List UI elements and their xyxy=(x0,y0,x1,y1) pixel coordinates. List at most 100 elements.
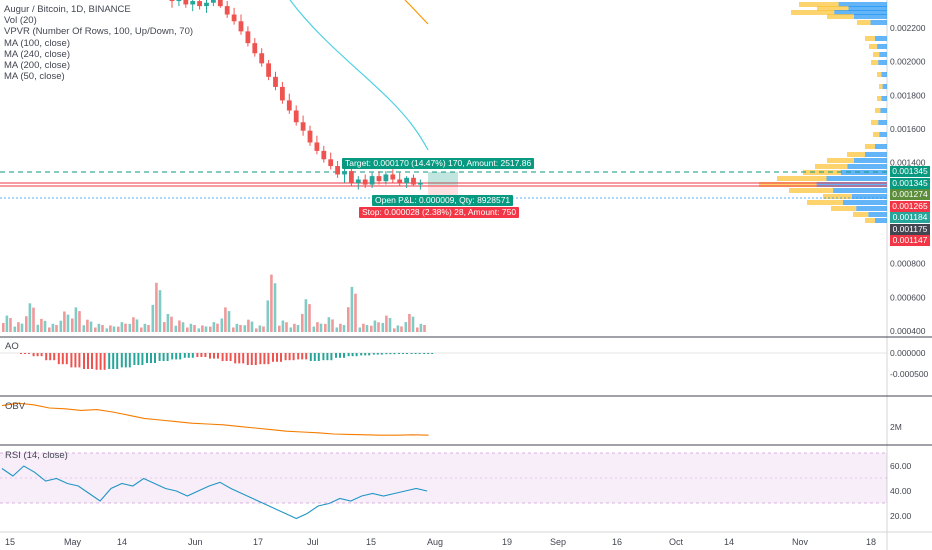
vpvr-row-down xyxy=(823,194,852,199)
ma-line-orange xyxy=(404,0,429,25)
ao-bar xyxy=(376,353,379,355)
ao-label[interactable]: AO xyxy=(5,341,19,352)
ao-bar xyxy=(276,353,278,362)
candle-body xyxy=(224,6,230,15)
candle-body xyxy=(273,76,278,87)
vpvr-row-up xyxy=(851,194,887,199)
ao-bar xyxy=(335,353,337,358)
ao-bar xyxy=(280,353,282,362)
vpvr-row-down xyxy=(791,10,835,15)
volume-bar xyxy=(120,322,124,332)
ao-bar xyxy=(196,353,199,357)
ao-bar xyxy=(385,353,388,355)
vpvr-row-down xyxy=(873,52,880,57)
price-tick: 0.000800 xyxy=(890,259,926,269)
volume-bar xyxy=(36,324,40,332)
volume-bar xyxy=(174,325,178,332)
volume-bar xyxy=(362,323,365,332)
time-tick: Nov xyxy=(792,537,809,547)
obv-label[interactable]: OBV xyxy=(5,401,26,412)
vpvr-row-up xyxy=(868,212,887,217)
candle-body xyxy=(190,1,196,5)
volume-bar xyxy=(71,318,74,332)
price-badge-1: 0.001345 xyxy=(890,166,930,177)
ao-bar xyxy=(57,353,60,365)
ao-bar xyxy=(229,353,232,361)
volume-bar xyxy=(296,325,300,332)
volume-bar xyxy=(239,325,242,332)
volume-bar xyxy=(163,322,166,332)
ao-bar xyxy=(209,353,211,359)
volume-bar xyxy=(143,323,147,332)
vpvr-row-down xyxy=(817,6,849,11)
volume-bar xyxy=(220,318,224,332)
volume-bar xyxy=(304,299,308,332)
candle-body xyxy=(169,0,175,2)
vpvr-row-up xyxy=(865,152,887,157)
candle-body xyxy=(176,0,182,2)
volume-bar xyxy=(232,327,235,332)
rsi-label[interactable]: RSI (14, close) xyxy=(5,450,68,461)
volume-bar xyxy=(97,323,101,332)
indicator-ma240[interactable]: MA (240, close) xyxy=(4,48,70,60)
indicator-ma200[interactable]: MA (200, close) xyxy=(4,60,70,72)
price-badge-7: 0.001147 xyxy=(890,235,930,246)
volume-bar xyxy=(112,326,116,332)
candle-body xyxy=(245,31,251,44)
vpvr-row-up xyxy=(874,144,887,149)
volume-bar xyxy=(151,304,155,332)
time-axis[interactable]: 15 May 14 Jun 17 Jul 15 Aug 19 Sep 16 Oct 14 Nov 18 xyxy=(5,537,876,547)
ao-bar xyxy=(292,353,295,361)
volume-bar xyxy=(335,327,339,332)
stop-label[interactable]: Stop: 0.000028 (2.38%) 28, Amount: 750 xyxy=(359,207,520,218)
symbol-title[interactable]: Augur / Bitcoin, 1D, BINANCE xyxy=(4,4,131,15)
open-pl-label[interactable]: Open P&L: 0.000009, Qty: 8928571 xyxy=(372,195,514,206)
ao-bar xyxy=(108,353,111,369)
ao-bar xyxy=(246,353,249,365)
volume-bar xyxy=(365,325,369,332)
candle-body xyxy=(355,179,361,183)
volume-bar xyxy=(66,314,70,332)
volume-bar xyxy=(324,323,327,332)
indicator-vpvr[interactable]: VPVR (Number Of Rows, 100, Up/Down, 70) xyxy=(4,26,194,38)
price-badge-5: 0.001184 xyxy=(890,212,930,223)
volume-bar xyxy=(155,282,158,332)
vpvr-row-up xyxy=(877,44,887,49)
indicator-ma50[interactable]: MA (50, close) xyxy=(4,71,65,83)
time-tick: Jun xyxy=(188,537,203,547)
ao-bar xyxy=(267,353,270,365)
volume-bar xyxy=(358,327,362,332)
candle-body xyxy=(252,43,258,54)
ao-bar xyxy=(398,353,400,354)
volume-bar xyxy=(74,307,78,332)
indicator-vol[interactable]: Vol (20) xyxy=(4,15,37,27)
candle-body xyxy=(211,0,216,3)
ao-bar xyxy=(427,353,430,354)
price-badge-4: 0.001265 xyxy=(890,201,930,212)
volume-bar xyxy=(201,325,204,332)
candle-body xyxy=(349,171,354,183)
ao-bar xyxy=(238,353,241,364)
indicator-ma100[interactable]: MA (100, close) xyxy=(4,37,70,49)
target-label[interactable]: Target: 0.000170 (14.47%) 170, Amount: 2… xyxy=(342,158,535,169)
vpvr-row-down xyxy=(857,20,871,25)
volume-bar xyxy=(247,319,250,332)
volume-bar xyxy=(189,323,193,332)
ao-bar xyxy=(393,353,396,355)
ao-bar xyxy=(166,353,169,361)
volume-bar xyxy=(105,328,109,332)
volume-bar xyxy=(393,328,396,332)
vpvr-row-down xyxy=(815,164,848,169)
volume-bar xyxy=(316,322,319,332)
volume-bars xyxy=(2,274,426,332)
ma-line-cyan xyxy=(289,0,429,151)
ao-bar xyxy=(116,353,119,369)
price-axis[interactable]: 0.002200 0.002000 0.001800 0.001600 0.001400… xyxy=(890,23,926,336)
ao-bar xyxy=(418,353,421,354)
volume-bar xyxy=(135,319,139,332)
ao-bar xyxy=(200,353,203,357)
volume-bar xyxy=(55,325,58,332)
volume-bar xyxy=(270,274,273,332)
ao-bar xyxy=(137,353,140,365)
candle-body xyxy=(411,177,416,185)
